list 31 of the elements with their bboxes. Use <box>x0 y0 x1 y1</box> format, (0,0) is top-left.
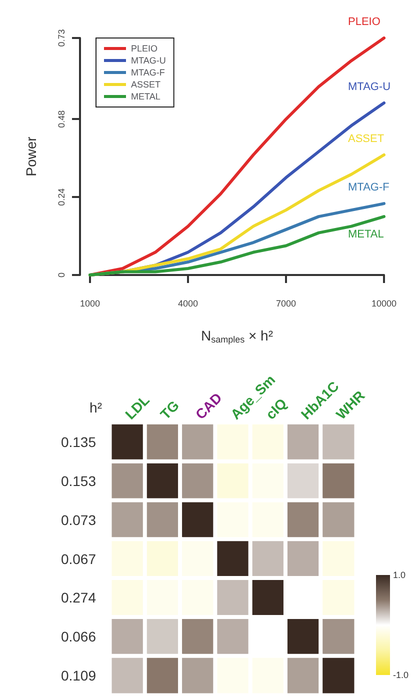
y-tick-label: 0.067 <box>60 550 96 567</box>
y-axis-title: h² <box>90 400 102 416</box>
y-tick-label: 0.073 <box>60 512 96 528</box>
color-bar-label: -1.0 <box>393 669 409 681</box>
y-tick-label: 0.109 <box>60 668 96 684</box>
y-tick-label: 0.153 <box>60 473 96 490</box>
x-tick-label: 1000 <box>80 298 100 308</box>
y-axis-title: Power <box>23 136 39 176</box>
y-tick-label: 0.24 <box>56 188 66 206</box>
text: ASSET <box>348 132 384 145</box>
y-tick-label: 0.274 <box>60 590 96 606</box>
legend-label: PLEIO <box>131 44 158 54</box>
text: METAL <box>348 228 384 241</box>
legend-label: ASSET <box>131 80 162 90</box>
y-tick-label: 0.73 <box>56 29 66 47</box>
y-tick-label: 0.066 <box>60 628 96 645</box>
legend-label: MTAG-U <box>131 56 166 66</box>
y-tick-label: 0.48 <box>56 110 66 128</box>
legend-label: MTAG-F <box>131 68 166 78</box>
x-tick-label: 7000 <box>276 298 296 308</box>
x-tick-label: LDL <box>122 391 153 422</box>
legend-label: METAL <box>131 92 160 102</box>
y-tick-label: 0.135 <box>60 434 96 450</box>
text: PLEIO <box>348 16 380 28</box>
y-tick-label: 0 <box>56 272 66 278</box>
x-tick-label: TG <box>157 397 182 422</box>
color-bar-label: 1.0 <box>393 569 406 581</box>
text: MTAG-U <box>348 80 391 93</box>
text: MTAG-F <box>348 182 390 194</box>
x-tick-label: 10000 <box>371 298 397 308</box>
x-tick-label: 4000 <box>178 298 198 308</box>
